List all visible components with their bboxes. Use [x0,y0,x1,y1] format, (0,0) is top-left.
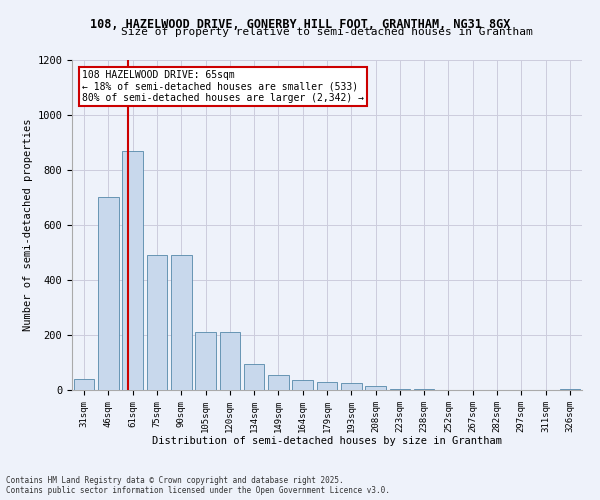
Bar [74,379,94,390]
Text: 108, HAZELWOOD DRIVE, GONERBY HILL FOOT, GRANTHAM, NG31 8GX: 108, HAZELWOOD DRIVE, GONERBY HILL FOOT,… [90,18,510,30]
Bar [220,332,240,390]
X-axis label: Distribution of semi-detached houses by size in Grantham: Distribution of semi-detached houses by … [152,436,502,446]
Bar [146,255,167,390]
Bar [98,198,119,390]
Text: Contains HM Land Registry data © Crown copyright and database right 2025.
Contai: Contains HM Land Registry data © Crown c… [6,476,390,495]
Title: Size of property relative to semi-detached houses in Grantham: Size of property relative to semi-detach… [121,27,533,37]
Bar [171,255,191,390]
Bar [560,388,580,390]
Bar [389,388,410,390]
Bar [414,389,434,390]
Bar [341,383,362,390]
Text: 108 HAZELWOOD DRIVE: 65sqm
← 18% of semi-detached houses are smaller (533)
80% o: 108 HAZELWOOD DRIVE: 65sqm ← 18% of semi… [82,70,364,103]
Y-axis label: Number of semi-detached properties: Number of semi-detached properties [23,118,33,331]
Bar [195,332,216,390]
Bar [122,151,143,390]
Bar [268,375,289,390]
Bar [365,386,386,390]
Bar [244,364,265,390]
Bar [292,380,313,390]
Bar [317,382,337,390]
